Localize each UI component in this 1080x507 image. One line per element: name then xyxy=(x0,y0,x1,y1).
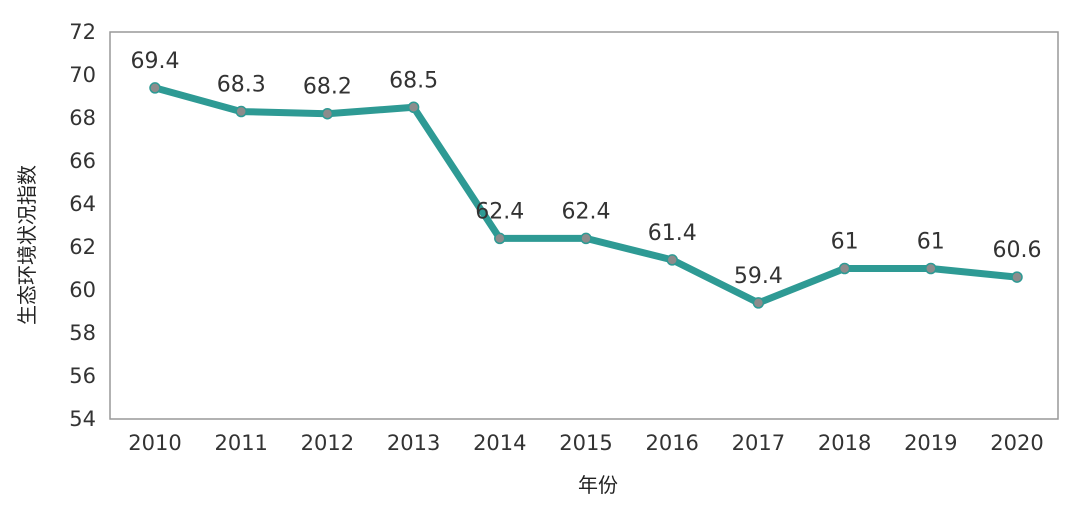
x-tick-label: 2010 xyxy=(128,431,181,455)
data-point xyxy=(838,262,851,275)
data-point xyxy=(149,82,161,94)
data-point xyxy=(925,262,937,275)
y-tick-label: 62 xyxy=(69,235,96,259)
y-axis-ticks: 54 56 58 60 62 64 66 68 70 72 xyxy=(69,20,96,431)
data-label: 60.6 xyxy=(993,238,1042,263)
x-tick-label: 2020 xyxy=(990,431,1043,455)
data-label: 68.3 xyxy=(217,73,266,98)
x-tick-label: 2018 xyxy=(818,431,871,455)
data-point xyxy=(1011,271,1023,283)
y-tick-label: 66 xyxy=(69,149,96,173)
x-tick-label: 2017 xyxy=(732,431,785,455)
data-point xyxy=(407,101,420,113)
data-label: 61 xyxy=(831,230,859,255)
data-point xyxy=(235,105,247,118)
data-point xyxy=(752,297,765,309)
data-label: 59.4 xyxy=(734,264,783,289)
x-tick-label: 2016 xyxy=(645,431,698,455)
y-tick-label: 64 xyxy=(69,192,96,216)
data-label: 68.2 xyxy=(303,75,352,100)
plot-frame xyxy=(109,31,1059,420)
y-tick-label: 56 xyxy=(69,364,96,388)
data-point xyxy=(494,232,506,245)
y-tick-label: 70 xyxy=(69,63,96,87)
x-tick-label: 2011 xyxy=(214,431,267,455)
data-label: 62.4 xyxy=(562,199,611,224)
x-axis-ticks: 2010 2011 2012 2013 2014 2015 2016 2017 2018 2019… xyxy=(128,431,1043,455)
x-tick-label: 2013 xyxy=(387,431,440,455)
y-tick-label: 72 xyxy=(69,20,96,44)
data-labels: 69.4 68.3 68.2 68.5 62.4 62.4 61.4 59.4 61 61 60.6 xyxy=(131,49,1042,289)
data-point xyxy=(666,254,678,266)
y-tick-label: 68 xyxy=(69,106,96,130)
y-axis-title: 生态环境状况指数 xyxy=(15,165,39,325)
data-label: 69.4 xyxy=(131,49,180,74)
x-tick-label: 2019 xyxy=(904,431,957,455)
y-tick-label: 58 xyxy=(69,321,96,345)
x-tick-label: 2012 xyxy=(301,431,354,455)
y-tick-label: 60 xyxy=(69,278,96,302)
series-line xyxy=(151,84,1021,307)
data-label: 61.4 xyxy=(648,221,697,246)
y-tick-label: 54 xyxy=(69,407,96,431)
data-label: 61 xyxy=(917,230,945,255)
data-point xyxy=(321,107,334,120)
data-markers xyxy=(149,82,1023,309)
x-axis-title: 年份 xyxy=(578,473,618,497)
data-label: 68.5 xyxy=(389,68,438,93)
x-tick-label: 2015 xyxy=(559,431,612,455)
x-tick-label: 2014 xyxy=(473,431,526,455)
data-label: 62.4 xyxy=(475,199,524,224)
data-point xyxy=(580,232,592,245)
